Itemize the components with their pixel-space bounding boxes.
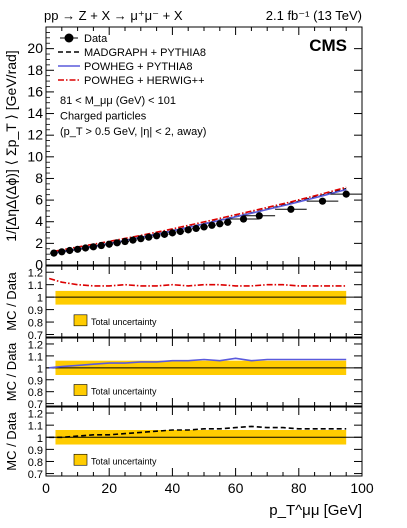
y-tick-label: 1.1 [28,421,43,433]
y-tick-label: 0.8 [28,387,43,399]
data-point [318,197,327,205]
y-axis-label: 1/[ΔηΔ(Δϕ)] ⟨ Σp_T ⟩ [GeV/rad] [3,50,19,241]
band-legend-swatch [73,384,88,396]
band-legend-label: Total uncertainty [91,386,157,396]
data-point [105,240,113,248]
panel-ratio-madgraph: 0.70.80.911.11.2 MC / Data Total uncertain… [4,406,374,519]
data-point [168,229,176,237]
y-tick-label: 2 [35,235,43,251]
y-tick-label: 1 [37,363,43,375]
y-tick-label: 1 [37,433,43,445]
band-legend-swatch [73,314,88,327]
ratio-line [48,277,347,287]
uncertainty-band [55,290,347,305]
legend-label: POWHEG + HERWIG++ [84,75,205,87]
y-tick-label: 0.9 [28,445,43,457]
data-point [255,212,263,220]
y-tick-label: 6 [35,192,43,208]
x-tick-label: 80 [291,480,307,496]
y-axis-label: MC / Data [4,411,19,470]
data-point [200,223,208,231]
y-tick-label: 10 [27,148,43,164]
y-tick-label: 14 [27,105,43,121]
panel-main: 0 2 4 6 8 10 12 14 16 18 20 1/[ΔηΔ(Δϕ)] ⟨ Σp_T ⟩ [G… [3,26,363,273]
data-point [50,249,58,257]
data-point [113,239,121,247]
y-tick-label: 0.8 [28,457,43,469]
data-point [224,218,232,226]
data-point [129,236,137,244]
data-point [239,215,248,223]
y-tick-label: 0.7 [28,330,43,342]
y-tick-label: 1.2 [28,268,43,280]
data-point [342,190,350,198]
data-point [216,220,224,228]
data-point [287,205,295,213]
data-point [153,232,161,240]
data-point [121,237,129,246]
data-point [176,227,184,236]
y-tick-label: 1.1 [28,351,43,363]
data-point [74,245,82,253]
y-tick-label: 1 [37,293,43,305]
data-point [192,224,200,233]
x-tick-label: 20 [101,480,117,496]
y-tick-label: 0 [35,257,43,273]
annotation-text: (p_T > 0.5 GeV, |η| < 2, away) [60,126,206,138]
y-tick-label: 0.9 [28,305,43,317]
y-axis-label: MC / Data [4,271,19,330]
x-tick-label: 100 [350,480,374,496]
band-legend-swatch [73,453,88,466]
y-tick-label: 18 [27,62,43,78]
y-axis-label: MC / Data [4,342,19,401]
cms-logo: CMS [309,36,347,55]
y-tick-label: 0.8 [28,318,43,330]
data-point [89,243,97,251]
process-label: pp → Z + X → μ⁺μ⁻ + X [44,8,183,23]
ratio-line [49,357,347,369]
x-tick-label: 0 [42,480,50,496]
panel-ratio-powheg-pythia: 0.70.80.911.11.2 MC / Data Total uncertain… [4,337,363,411]
data-point [97,241,105,250]
y-tick-label: 0.7 [28,399,43,411]
y-tick-label: 20 [27,40,43,56]
y-tick-label: 0.9 [28,375,43,387]
y-tick-label: 16 [27,83,43,99]
y-tick-label: 0.7 [28,469,43,481]
series-line [53,186,347,253]
data-point [137,235,145,243]
data-point [208,221,216,229]
data-point [81,244,90,252]
luminosity-label: 2.1 fb⁻¹ (13 TeV) [266,8,362,23]
y-tick-label: 8 [35,170,43,186]
annotation-text: 81 < M_μμ (GeV) < 101 [60,95,176,107]
y-tick-label: 12 [27,127,43,143]
x-tick-label: 40 [165,480,181,496]
y-tick-label: 4 [35,213,43,229]
data-point [66,246,74,255]
data-point [160,230,169,238]
x-axis-label: p_T^μμ [GeV] [269,502,362,519]
ratio-line [49,425,347,439]
x-tick-label: 60 [228,480,244,496]
data-point [58,248,66,256]
legend: Data MADGRAPH + PYTHIA8 POWHEG + PYTHIA8 PO… [58,33,206,87]
legend-label: Data [84,33,108,45]
band-legend-label: Total uncertainty [91,456,157,466]
data-point [145,233,153,241]
y-tick-label: 1.2 [28,339,43,351]
band-legend-label: Total uncertainty [91,317,157,327]
y-tick-label: 1.2 [28,409,43,421]
legend-label: POWHEG + PYTHIA8 [84,61,193,73]
legend-label: MADGRAPH + PYTHIA8 [84,47,206,59]
panel-ratio-herwig: 0.70.80.911.11.2 MC / Data Total uncertain… [4,265,363,342]
data-point [184,226,192,234]
y-tick-label: 1.1 [28,280,43,292]
annotation-text: Charged particles [60,111,147,123]
